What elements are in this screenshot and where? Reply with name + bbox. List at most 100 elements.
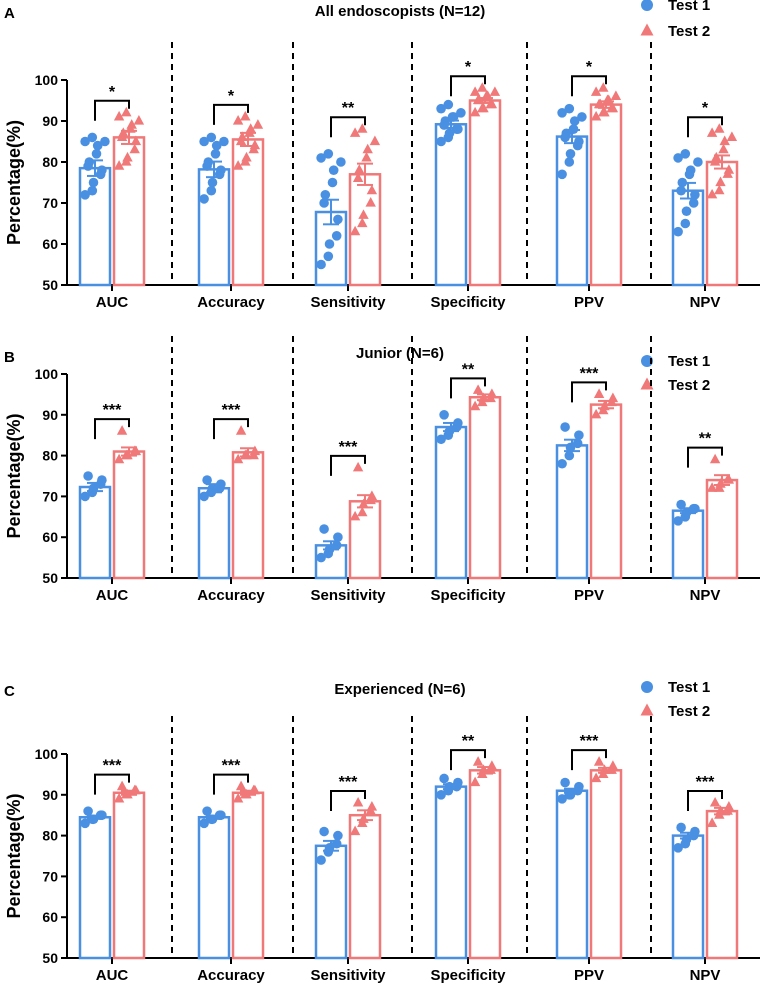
data-point [331,231,342,241]
data-point [133,115,145,125]
data-point [482,90,493,100]
data-point [203,157,214,167]
y-tick-label: 70 [42,195,58,211]
data-point [673,153,683,163]
significance-bracket [571,749,607,771]
significance-bracket [213,773,249,795]
bar [348,813,382,960]
significance-bracket [330,789,366,811]
data-point [557,794,567,804]
data-point [333,214,343,225]
data-point [444,128,455,139]
legend-label-test2: Test 2 [668,23,710,40]
data-point [113,160,125,170]
data-point [676,185,686,196]
data-point [709,453,721,464]
data-point [349,510,361,521]
data-point [97,475,107,485]
data-point [706,127,718,137]
significance-label: *** [339,439,358,456]
significance-label: * [702,100,709,117]
data-point [232,792,244,803]
data-point [598,82,609,92]
data-point [83,806,93,816]
data-point [561,128,572,139]
data-point [129,143,140,154]
data-point [688,198,699,208]
data-point [478,102,489,113]
data-point [599,106,610,117]
data-point [80,136,90,147]
chart-title: All endoscopists (N=12) [315,3,485,20]
data-point [80,818,90,829]
x-tick-label: Specificity [430,587,506,604]
data-point [478,764,489,774]
data-point [249,139,261,150]
data-point [91,149,102,159]
data-point [324,544,335,555]
data-point [349,225,361,236]
data-point [590,772,602,783]
data-point [362,143,373,154]
data-point [593,756,605,766]
significance-label: *** [580,365,599,382]
data-point [456,108,466,118]
x-tick-label: Accuracy [197,587,265,604]
y-axis-label: Percentage(%) [4,413,24,538]
data-point [207,483,218,494]
data-point [469,400,481,411]
data-point [565,790,576,800]
data-point [489,86,501,96]
bar [705,809,739,960]
y-tick-label: 90 [42,787,58,803]
panel-C: C Experienced (N=6) Test 1 Test 2 50 60 70 80 90… [4,679,760,984]
significance-bracket [213,418,249,440]
data-point [469,776,481,787]
data-point [80,491,90,502]
data-point [690,190,700,200]
significance-bracket [687,446,723,468]
data-point [593,388,605,398]
data-point [726,131,738,141]
data-point [88,177,99,188]
data-point [88,814,99,825]
data-point [574,136,584,147]
bar [671,834,705,960]
data-point [316,552,326,563]
data-point [130,445,142,456]
data-point [565,442,576,453]
significance-label: *** [339,774,358,791]
significance-bracket [213,103,249,125]
y-axis-label: Percentage(%) [4,120,24,245]
data-point [557,169,567,180]
significance-bracket [330,116,366,138]
data-point [319,826,329,837]
data-point [568,124,579,134]
legend-label-test1: Test 1 [668,353,710,370]
x-tick-label: Accuracy [197,967,265,984]
data-point [358,813,369,823]
y-tick-label: 60 [42,529,58,545]
data-point [130,135,142,146]
y-tick-label: 80 [42,154,58,170]
data-point [440,116,451,126]
significance-bracket [687,789,723,811]
data-point [235,425,247,435]
bar [468,396,502,580]
data-point [216,165,226,175]
data-point [557,458,567,469]
data-point [319,198,329,208]
data-point [560,422,570,432]
data-point [590,110,602,121]
data-point [469,106,481,117]
data-point [607,102,619,113]
data-point [100,136,110,147]
panel-A: A All endoscopists (N=12) Test 1 Test 2 50 60… [4,0,760,311]
legend-label-test2: Test 2 [668,703,710,720]
legend-marker-test2 [640,703,654,716]
data-point [474,94,485,105]
data-point [357,217,368,228]
data-point [610,90,622,100]
significance-bracket [450,749,486,771]
